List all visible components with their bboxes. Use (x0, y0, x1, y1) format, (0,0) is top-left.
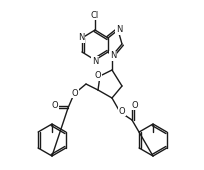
Text: N: N (115, 26, 122, 35)
Text: O: O (71, 89, 78, 98)
Text: N: N (91, 56, 98, 65)
Text: O: O (51, 100, 58, 109)
Text: O: O (118, 106, 125, 115)
Text: N: N (109, 52, 116, 61)
Text: N: N (78, 33, 84, 42)
Text: O: O (94, 72, 101, 81)
Text: Cl: Cl (90, 11, 99, 20)
Text: O: O (131, 100, 138, 109)
